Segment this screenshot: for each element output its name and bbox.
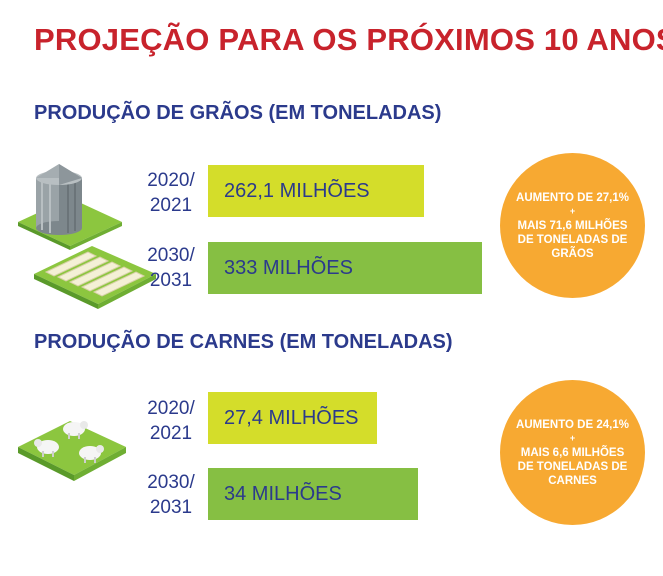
grain-increase-badge: AUMENTO DE 27,1% + MAIS 71,6 MILHÕES DE … xyxy=(500,153,645,298)
meat-section-title: PRODUÇÃO DE CARNES (EM TONELADAS) xyxy=(34,331,453,353)
grain-increase-percent: AUMENTO DE 27,1% xyxy=(516,191,629,204)
cattle-pasture-icon xyxy=(18,421,126,481)
grain-section-title: PRODUÇÃO DE GRÃOS (EM TONELADAS) xyxy=(34,102,442,124)
meat-year-2030: 2030/ 2031 xyxy=(147,472,195,518)
meat-bar-2020-label: 27,4 MILHÕES xyxy=(224,406,359,429)
grain-year-2020: 2020/ 2021 xyxy=(147,170,195,216)
meat-bar-2020: 27,4 MILHÕES xyxy=(208,392,377,444)
grain-bar-2030-label: 333 MILHÕES xyxy=(224,256,353,279)
page-title: PROJEÇÃO PARA OS PRÓXIMOS 10 ANOS xyxy=(34,22,663,57)
greenhouse-icon xyxy=(34,246,156,309)
grain-bar-2030: 333 MILHÕES xyxy=(208,242,482,294)
meat-bar-2030: 34 MILHÕES xyxy=(208,468,418,520)
silo-icon xyxy=(18,164,122,250)
grain-increase-plus: + xyxy=(569,205,576,216)
meat-bar-2030-label: 34 MILHÕES xyxy=(224,482,342,505)
grain-year-2030: 2030/ 2031 xyxy=(147,245,195,291)
meat-increase-badge: AUMENTO DE 24,1% + MAIS 6,6 MILHÕES DE T… xyxy=(500,380,645,525)
grain-bar-2020-label: 262,1 MILHÕES xyxy=(224,179,370,202)
meat-increase-amount: MAIS 6,6 MILHÕES DE TONELADAS DE CARNES xyxy=(517,446,628,487)
grain-bar-2020: 262,1 MILHÕES xyxy=(208,165,424,217)
grain-increase-amount: MAIS 71,6 MILHÕES DE TONELADAS DE GRÃOS xyxy=(517,219,628,260)
meat-increase-percent: AUMENTO DE 24,1% xyxy=(516,418,629,431)
meat-increase-plus: + xyxy=(569,432,576,443)
meat-year-2020: 2020/ 2021 xyxy=(147,398,195,444)
